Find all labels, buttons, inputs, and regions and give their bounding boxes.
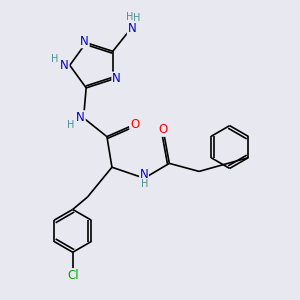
- Text: O: O: [130, 118, 139, 131]
- Text: Cl: Cl: [67, 268, 79, 282]
- Text: N: N: [140, 168, 148, 181]
- Text: N: N: [76, 111, 85, 124]
- Text: N: N: [80, 35, 89, 48]
- Text: H: H: [126, 12, 134, 22]
- Text: N: N: [128, 22, 136, 35]
- Text: H: H: [51, 54, 58, 64]
- Text: N: N: [112, 72, 121, 85]
- Text: H: H: [134, 13, 141, 23]
- Text: H: H: [67, 120, 74, 130]
- Text: N: N: [60, 59, 69, 72]
- Text: O: O: [158, 123, 167, 136]
- Text: H: H: [141, 179, 148, 189]
